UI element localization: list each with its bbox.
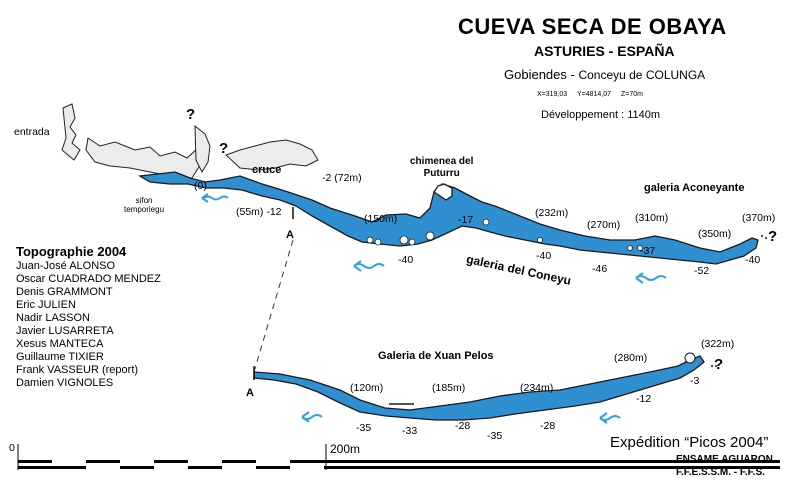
team-member: Nadir LASSON xyxy=(16,312,90,324)
organization-2: F.F.E.S.S.M. - F.F.S. xyxy=(676,467,765,478)
depth-label: (150m) xyxy=(364,213,398,225)
team-title: Topographie 2004 xyxy=(16,244,127,259)
team-member: Javier LUSARRETA xyxy=(16,325,114,337)
depth-label: -46 xyxy=(592,263,608,275)
lower-gallery-water xyxy=(253,355,705,421)
depth-label: -28 xyxy=(540,420,556,432)
scale-bar xyxy=(17,444,780,470)
depth-label: (55m) -12 xyxy=(236,206,282,218)
depth-label: (232m) xyxy=(535,207,569,219)
marker-a-upper: A xyxy=(286,229,294,241)
upper-gallery xyxy=(138,171,759,265)
team-member: Frank VASSEUR (report) xyxy=(16,364,139,376)
depth-label: -37 xyxy=(640,245,656,257)
depth-label: -17 xyxy=(458,214,474,226)
location-place: Gobiendes - xyxy=(504,67,579,82)
development-length: Développement : 1140m xyxy=(541,109,661,121)
country-subtitle: ASTURIES - ESPAÑA xyxy=(534,43,675,59)
depth-label: -33 xyxy=(402,425,418,437)
chimney-shaft xyxy=(433,183,453,201)
label-galeria-xuan: Galeria de Xuan Pelos xyxy=(378,350,494,362)
depth-label: (185m) xyxy=(432,382,466,394)
scale-end: 200m xyxy=(330,442,361,456)
depth-label: -40 xyxy=(536,250,552,262)
upper-gallery-water xyxy=(138,171,759,265)
depth-label: (270m) xyxy=(587,219,621,231)
question-mark: ? xyxy=(714,356,724,373)
label-sifon: sifon temporiegu xyxy=(124,196,165,214)
depth-label: -40 xyxy=(398,254,414,266)
depth-label: -40 xyxy=(745,254,761,266)
depth-label: (370m) xyxy=(742,212,776,224)
question-mark: ? xyxy=(186,106,196,123)
depth-label: -52 xyxy=(694,265,710,277)
team-list: Juan-José ALONSO Oscar CUADRADO MENDEZ D… xyxy=(16,260,161,390)
question-mark: ? xyxy=(768,228,778,245)
depth-label: (120m) xyxy=(350,382,384,394)
depth-label: (280m) xyxy=(614,352,648,364)
location-line: Gobiendes - Conceyu de COLUNGA xyxy=(504,67,705,82)
question-mark: ? xyxy=(219,140,229,157)
depth-label: -35 xyxy=(356,422,372,434)
depth-label: (234m) xyxy=(520,382,554,394)
label-chimenea: chimenea del Puturru xyxy=(410,156,474,179)
flow-arrows xyxy=(201,193,667,424)
depth-label: -3 xyxy=(690,375,700,387)
organization-1: ENSAME AGUARON xyxy=(676,454,773,465)
scale-start: 0 xyxy=(9,442,15,454)
location-council: Conceyu de COLUNGA xyxy=(578,68,706,82)
depth-label: (0) xyxy=(194,180,207,192)
team-member: Damien VIGNOLES xyxy=(16,377,114,389)
coordinates: X=319,03 Y=4814,07 Z=70m xyxy=(537,91,643,98)
depth-label: (350m) xyxy=(698,228,732,240)
marker-a-lower: A xyxy=(246,387,254,399)
label-galeria-aconeyante: galeria Aconeyante xyxy=(644,182,745,194)
depth-label: -12 xyxy=(636,393,652,405)
depth-label: -35 xyxy=(487,430,503,442)
team-member: Denis GRAMMONT xyxy=(16,286,113,298)
cave-title: CUEVA SECA DE OBAYA xyxy=(458,14,727,39)
section-connector xyxy=(253,239,294,373)
entrance-sketch xyxy=(61,103,319,179)
depth-label: (310m) xyxy=(635,212,669,224)
team-member: Xesus MANTECA xyxy=(16,338,104,350)
label-entrada: entrada xyxy=(14,126,50,138)
team-member: Eric JULIEN xyxy=(16,299,76,311)
lower-gallery xyxy=(253,352,705,421)
depth-label: -28 xyxy=(455,420,471,432)
team-member: Oscar CUADRADO MENDEZ xyxy=(16,273,161,285)
expedition-label: Expédition “Picos 2004” xyxy=(610,434,769,451)
team-member: Juan-José ALONSO xyxy=(16,260,116,272)
depth-label: (322m) xyxy=(701,338,735,350)
label-cruce: cruce xyxy=(252,164,282,176)
depth-label: -2 (72m) xyxy=(322,172,362,184)
team-member: Guillaume TIXIER xyxy=(16,351,104,363)
